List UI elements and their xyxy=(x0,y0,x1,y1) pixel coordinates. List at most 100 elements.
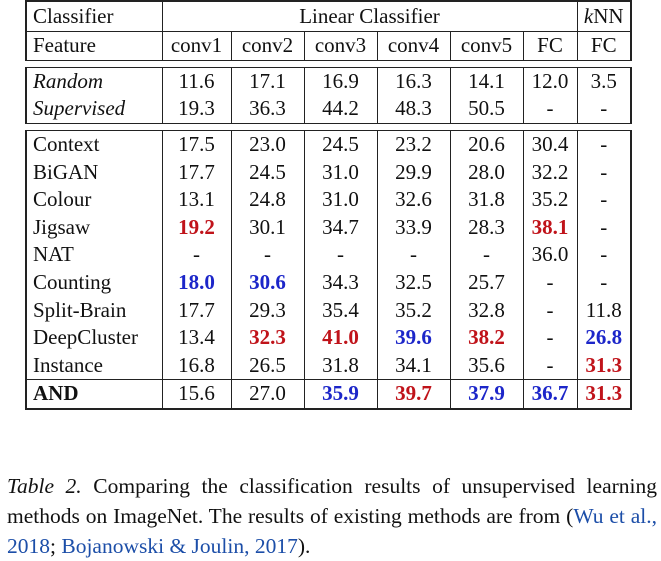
cell: 16.8 xyxy=(161,351,231,380)
spacer xyxy=(26,123,631,130)
header-row-top: Classifier Linear Classifier kNN xyxy=(25,0,632,32)
cell: - xyxy=(576,213,632,242)
table-row-method: Split-Brain 17.7 29.3 35.4 35.2 32.8 - 1… xyxy=(25,296,632,324)
cell: - xyxy=(522,296,577,324)
table-row-method: DeepCluster 13.4 32.3 41.0 39.6 38.2 - 2… xyxy=(25,323,632,352)
table-row-baseline: Random 11.6 17.1 16.9 16.3 14.1 12.0 3.5 xyxy=(25,66,632,96)
row-name: Counting xyxy=(25,268,162,297)
cell: 32.5 xyxy=(376,268,450,297)
cell: 31.0 xyxy=(303,158,377,186)
col-header: conv4 xyxy=(376,31,450,61)
row-name: Split-Brain xyxy=(25,296,162,324)
cell: 11.6 xyxy=(161,66,231,96)
table-row-method: Jigsaw 19.2 30.1 34.7 33.9 28.3 38.1 - xyxy=(25,213,632,242)
cell: - xyxy=(376,241,450,269)
cell: 35.6 xyxy=(449,351,523,380)
cell-second: 39.6 xyxy=(376,323,450,352)
cell-best: 38.2 xyxy=(449,323,523,352)
cell: 48.3 xyxy=(376,95,450,124)
table-row-method: Colour 13.1 24.8 31.0 32.6 31.8 35.2 - xyxy=(25,185,632,214)
citation-link[interactable]: Bojanowski & Joulin, 2017 xyxy=(61,533,298,558)
caption-sep: ; xyxy=(50,533,62,558)
cell: - xyxy=(449,241,523,269)
cell: 28.3 xyxy=(449,213,523,242)
cell: 34.1 xyxy=(376,351,450,380)
cell: 30.1 xyxy=(230,213,304,242)
results-table: Classifier Linear Classifier kNN Feature… xyxy=(25,0,632,410)
cell-second: 18.0 xyxy=(161,268,231,297)
cell: 20.6 xyxy=(449,129,523,159)
caption-text: Comparing the classification results of … xyxy=(7,473,657,528)
cell: 17.1 xyxy=(230,66,304,96)
knn-k: k xyxy=(583,4,594,28)
table-row-method: NAT - - - - - 36.0 - xyxy=(25,241,632,269)
cell-second: 35.9 xyxy=(303,379,377,410)
table-row-baseline: Supervised 19.3 36.3 44.2 48.3 50.5 - - xyxy=(25,95,632,124)
cell: 17.5 xyxy=(161,129,231,159)
cell: 29.3 xyxy=(230,296,304,324)
table-row-method: Counting 18.0 30.6 34.3 32.5 25.7 - - xyxy=(25,268,632,297)
cell: 23.0 xyxy=(230,129,304,159)
cell-best: 41.0 xyxy=(303,323,377,352)
cell-best: 39.7 xyxy=(376,379,450,410)
linear-classifier-header: Linear Classifier xyxy=(161,0,577,32)
cell: 16.9 xyxy=(303,66,377,96)
cell: 11.8 xyxy=(576,296,632,324)
col-header: conv2 xyxy=(230,31,304,61)
cell: 32.2 xyxy=(522,158,577,186)
cell: 50.5 xyxy=(449,95,523,124)
cell: 19.3 xyxy=(161,95,231,124)
cell: 44.2 xyxy=(303,95,377,124)
cell: 12.0 xyxy=(522,66,577,96)
cell-second: 37.9 xyxy=(449,379,523,410)
cell: 14.1 xyxy=(449,66,523,96)
cell: - xyxy=(522,268,577,297)
spacer xyxy=(26,60,631,67)
row-name: Supervised xyxy=(25,95,162,124)
cell: 34.7 xyxy=(303,213,377,242)
cell: 24.5 xyxy=(230,158,304,186)
cell: - xyxy=(161,241,231,269)
cell: - xyxy=(576,185,632,214)
cell: 23.2 xyxy=(376,129,450,159)
cell: 29.9 xyxy=(376,158,450,186)
cell-second: 26.8 xyxy=(576,323,632,352)
col-header: FC xyxy=(522,31,577,61)
cell: 35.4 xyxy=(303,296,377,324)
caption-paren-open: ( xyxy=(566,503,574,528)
cell: 31.0 xyxy=(303,185,377,214)
row-name: AND xyxy=(25,379,162,410)
cell: - xyxy=(576,268,632,297)
row-name: Context xyxy=(25,129,162,159)
cell: 27.0 xyxy=(230,379,304,410)
cell: 3.5 xyxy=(576,66,632,96)
col-header: conv3 xyxy=(303,31,377,61)
cell-best: 31.3 xyxy=(576,351,632,380)
cell: 32.8 xyxy=(449,296,523,324)
cell: 25.7 xyxy=(449,268,523,297)
row-name: Jigsaw xyxy=(25,213,162,242)
cell: 16.3 xyxy=(376,66,450,96)
cell: - xyxy=(576,241,632,269)
header-row-feature: Feature conv1 conv2 conv3 conv4 conv5 FC… xyxy=(25,31,632,61)
cell: 35.2 xyxy=(376,296,450,324)
row-name: BiGAN xyxy=(25,158,162,186)
table-row-ours: AND 15.6 27.0 35.9 39.7 37.9 36.7 31.3 xyxy=(25,379,632,410)
cell: 17.7 xyxy=(161,296,231,324)
cell: 24.8 xyxy=(230,185,304,214)
table-row-method: Instance 16.8 26.5 31.8 34.1 35.6 - 31.3 xyxy=(25,351,632,380)
caption-paren-close: ). xyxy=(297,533,311,558)
cell-best: 38.1 xyxy=(522,213,577,242)
cell: 30.4 xyxy=(522,129,577,159)
knn-nn: NN xyxy=(593,4,624,28)
cell: 31.8 xyxy=(303,351,377,380)
classifier-header: Classifier xyxy=(25,0,162,32)
cell-best: 31.3 xyxy=(576,379,632,410)
cell: 36.0 xyxy=(522,241,577,269)
cell-second: 36.7 xyxy=(522,379,577,410)
caption-label: Table 2. xyxy=(7,473,82,498)
cell: 24.5 xyxy=(303,129,377,159)
cell: - xyxy=(522,351,577,380)
row-name: Colour xyxy=(25,185,162,214)
cell: - xyxy=(576,95,632,124)
